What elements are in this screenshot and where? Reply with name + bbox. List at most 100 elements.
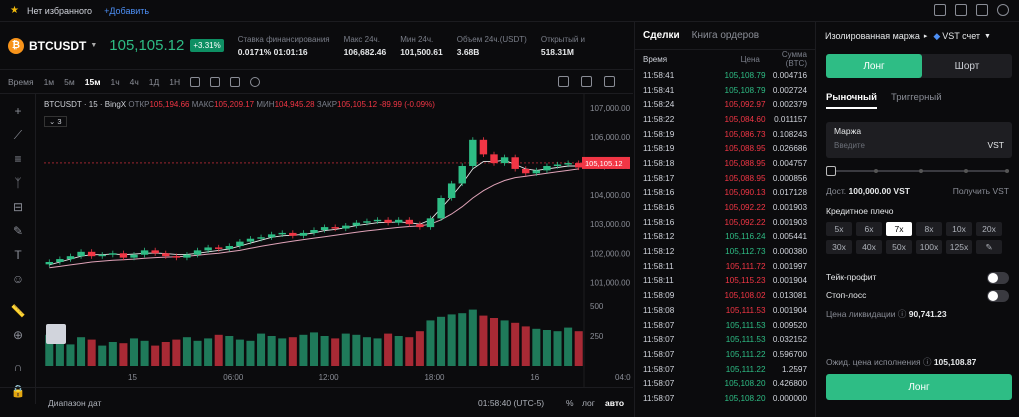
- emoji-icon[interactable]: ☺: [11, 272, 25, 286]
- leverage-5x[interactable]: 5x: [826, 222, 852, 236]
- get-vst-link[interactable]: Получить VST: [952, 186, 1009, 196]
- brush-icon[interactable]: ✎: [12, 224, 24, 238]
- margin-slider[interactable]: [826, 166, 1009, 176]
- symbol-selector[interactable]: BTCUSDT: [29, 38, 87, 53]
- margin-input[interactable]: Маржа Введите VST: [826, 122, 1012, 158]
- leverage-100x[interactable]: 100x: [916, 240, 942, 254]
- trade-row: 11:58:18 105,088.95 0.004757: [643, 158, 807, 168]
- indicators-icon[interactable]: [190, 76, 201, 87]
- chevron-down-icon[interactable]: ▼: [90, 42, 98, 49]
- document-icon[interactable]: [934, 4, 946, 16]
- candles-icon[interactable]: [210, 76, 221, 87]
- volume-bar: [489, 318, 499, 366]
- date-range-button[interactable]: Диапазон дат: [48, 397, 102, 408]
- leverage-7x[interactable]: 7x: [886, 222, 912, 236]
- fib-icon[interactable]: ⊟: [12, 200, 24, 214]
- timeframe-15m[interactable]: 15м: [84, 76, 101, 87]
- volume-bar: [267, 336, 276, 366]
- submit-long-button[interactable]: Лонг: [826, 374, 1012, 400]
- volume-bar: [468, 309, 477, 366]
- add-favorite-link[interactable]: +Добавить: [104, 5, 150, 16]
- margin-label: Маржа: [834, 126, 862, 136]
- margin-mode-selector[interactable]: Изолированная маржа: [825, 31, 920, 41]
- candle-body: [363, 221, 371, 223]
- tab-order-book[interactable]: Книга ордеров: [691, 30, 760, 41]
- timeframe-1m[interactable]: 1м: [43, 76, 55, 87]
- leverage-50x[interactable]: 50x: [886, 240, 912, 254]
- timeframe-1d[interactable]: 1Д: [148, 76, 160, 87]
- magnet-icon[interactable]: ∩: [13, 360, 23, 374]
- tab-market[interactable]: Рыночный: [826, 92, 877, 109]
- top-bar: ★ Нет избранного +Добавить: [0, 0, 1019, 22]
- candle-body: [522, 168, 530, 174]
- edit-leverage-icon[interactable]: ✎: [976, 240, 1002, 254]
- text-icon[interactable]: T: [14, 248, 22, 262]
- tab-trades[interactable]: Сделки: [643, 30, 680, 41]
- chart-canvas[interactable]: 107,000.00106,000.00105,000.00104,000.00…: [36, 94, 633, 387]
- trade-row: 11:58:19 105,088.95 0.026686: [643, 144, 807, 154]
- horizontal-lines-icon[interactable]: ≡: [14, 152, 22, 166]
- stop-loss-toggle[interactable]: [987, 290, 1009, 302]
- trade-row: 11:58:24 105,092.97 0.002379: [643, 100, 807, 110]
- candle-body: [225, 246, 233, 249]
- indicator-toggle[interactable]: ⌄ 3: [44, 116, 67, 127]
- candle-body: [246, 238, 255, 242]
- pitchfork-icon[interactable]: ᛉ: [14, 176, 22, 190]
- crosshair-icon[interactable]: +: [14, 104, 22, 118]
- timeframe-1h[interactable]: 1ч: [110, 76, 120, 87]
- camera-icon[interactable]: [230, 76, 241, 87]
- settings-icon[interactable]: [997, 4, 1009, 16]
- timeframe-5m[interactable]: 5м: [64, 76, 75, 87]
- leverage-10x[interactable]: 10x: [946, 222, 972, 236]
- volume-bar: [437, 316, 446, 366]
- leverage-8x[interactable]: 8x: [916, 222, 942, 236]
- fullscreen-icon[interactable]: [604, 76, 615, 87]
- volume-bar: [521, 326, 530, 366]
- trade-row: 11:58:22 105,084.60 0.011157: [643, 114, 807, 124]
- price-chart[interactable]: 107,000.00106,000.00105,000.00104,000.00…: [36, 94, 633, 387]
- download-icon[interactable]: [976, 4, 988, 16]
- share-icon[interactable]: [581, 76, 592, 87]
- leverage-20x[interactable]: 20x: [976, 222, 1002, 236]
- candle-body: [564, 163, 572, 165]
- legend-high-label: МАКС: [191, 100, 215, 109]
- timeframe-4h[interactable]: 4ч: [129, 76, 139, 87]
- take-profit-toggle[interactable]: [987, 272, 1009, 284]
- auto-button[interactable]: авто: [605, 397, 625, 408]
- volume-bar: [415, 331, 424, 366]
- legend-change: -89.99 (-0.09%): [379, 100, 435, 109]
- volume-bar: [309, 332, 319, 366]
- timeframe-1w[interactable]: 1Н: [169, 76, 181, 87]
- leverage-30x[interactable]: 30x: [826, 240, 852, 254]
- volume-bar: [500, 320, 509, 366]
- chart-icon[interactable]: [955, 4, 967, 16]
- layout-icon[interactable]: [558, 76, 569, 87]
- slider-handle[interactable]: [826, 166, 836, 176]
- trend-line-icon[interactable]: ⟋: [13, 128, 23, 142]
- leverage-125x[interactable]: 125x: [946, 240, 972, 254]
- log-button[interactable]: лог: [582, 397, 595, 408]
- volume-bar: [458, 313, 467, 366]
- volume-bar: [542, 330, 551, 366]
- candle-body: [490, 154, 498, 164]
- zoom-in-icon[interactable]: ⊕: [12, 328, 24, 342]
- account-selector[interactable]: VST счет: [942, 31, 981, 41]
- volume-bar: [341, 333, 350, 366]
- leverage-40x[interactable]: 40x: [856, 240, 882, 254]
- ruler-icon[interactable]: 📏: [10, 304, 26, 318]
- volume-bar: [55, 342, 64, 366]
- percent-button[interactable]: %: [566, 397, 574, 408]
- trade-row: 11:58:07 105,108.20 0.000000: [643, 393, 807, 403]
- trade-row: 11:58:11 105,115.23 0.001904: [643, 276, 807, 286]
- long-tab[interactable]: Лонг: [826, 54, 922, 78]
- short-tab[interactable]: Шорт: [954, 60, 980, 72]
- volume-bar: [511, 322, 520, 366]
- candle-body: [56, 259, 64, 262]
- trade-row: 11:58:07 105,108.20 0.426800: [643, 379, 807, 389]
- leverage-6x[interactable]: 6x: [856, 222, 882, 236]
- star-icon[interactable]: ★: [10, 5, 19, 16]
- trade-row: 11:58:07 105,111.53 0.032152: [643, 335, 807, 345]
- tab-trigger[interactable]: Триггерный: [890, 92, 942, 103]
- x-tick-label: 06:00: [223, 373, 244, 382]
- undo-icon[interactable]: [250, 76, 261, 87]
